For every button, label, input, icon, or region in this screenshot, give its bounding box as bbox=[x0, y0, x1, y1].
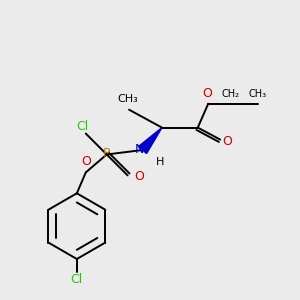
Text: Cl: Cl bbox=[77, 120, 89, 133]
Text: Cl: Cl bbox=[71, 273, 83, 286]
Polygon shape bbox=[139, 128, 162, 154]
Text: CH₃: CH₃ bbox=[117, 94, 138, 104]
Text: CH₂: CH₂ bbox=[222, 89, 240, 99]
Text: CH₃: CH₃ bbox=[248, 89, 267, 99]
Text: N: N bbox=[134, 143, 144, 156]
Text: O: O bbox=[81, 155, 91, 168]
Text: O: O bbox=[223, 135, 232, 148]
Text: O: O bbox=[202, 87, 212, 101]
Text: P: P bbox=[103, 147, 110, 161]
Text: H: H bbox=[156, 157, 165, 167]
Text: O: O bbox=[134, 170, 144, 183]
